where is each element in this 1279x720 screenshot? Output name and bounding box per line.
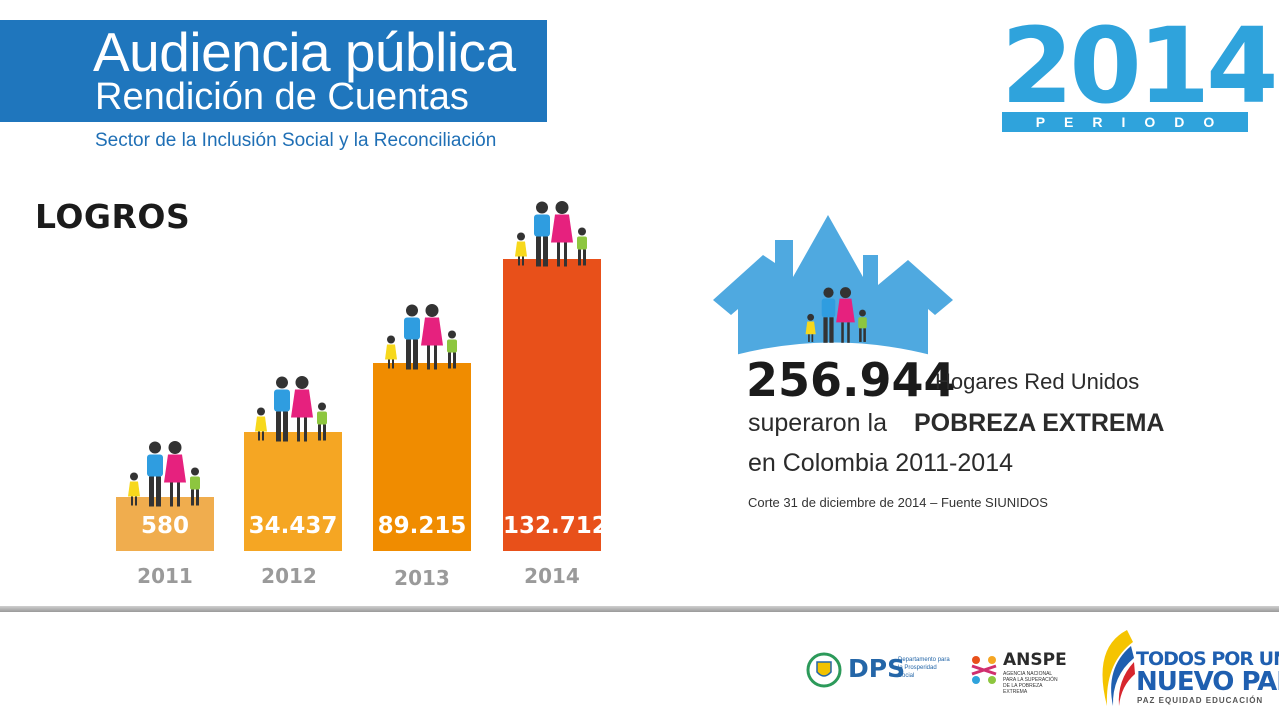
dps-logo: DPS Departamento para la Prosperidad Soc… [806, 652, 950, 688]
summary-line2-emphasis: POBREZA EXTREMA [914, 409, 1165, 437]
todos-por-un-nuevo-pais-logo: TODOS POR UN NUEVO PAÍS PAZ EQUIDAD EDUC… [1087, 628, 1279, 708]
period-strip: PERIODO [1002, 112, 1248, 132]
slogan-line3: PAZ EQUIDAD EDUCACIÓN [1137, 696, 1264, 705]
bar-2014: 132.712 [503, 259, 608, 551]
bar-value-label: 34.437 [248, 513, 338, 539]
house-icon [713, 215, 953, 360]
bar-2013: 89.215 [373, 363, 471, 551]
year-label-2014: 2014 [524, 564, 580, 588]
section-title: LOGROS [35, 197, 191, 236]
period-label: PERIODO [1035, 114, 1234, 130]
family-icon [515, 201, 587, 267]
year-label-2012: 2012 [261, 564, 317, 588]
family-icon [255, 376, 327, 442]
year-logo: 2014 [1001, 5, 1278, 127]
anspe-logo: ANSPE AGENCIA NACIONAL PARA LA SUPERACIÓ… [967, 650, 1067, 695]
bar-2011: 580 [116, 497, 214, 551]
bar-value-label: 580 [140, 513, 189, 539]
colombia-shield-icon [806, 652, 842, 688]
family-icon [385, 304, 457, 370]
year-label-2013: 2013 [394, 566, 450, 590]
anspe-short: ANSPE [1003, 650, 1067, 670]
bar-value-label: 89.215 [377, 513, 467, 539]
dps-short: DPS [848, 654, 906, 683]
slogan-line1: TODOS POR UN [1136, 648, 1279, 670]
year-label-2011: 2011 [137, 564, 193, 588]
header-subtitle: Sector de la Inclusión Social y la Recon… [95, 130, 497, 151]
dps-full: Departamento para la Prosperidad Social [898, 657, 950, 679]
bar-2012: 34.437 [244, 432, 342, 551]
header-banner: Audiencia pública Rendición de Cuentas [0, 20, 547, 122]
anspe-logo-icon [971, 656, 997, 684]
summary-total: 256.944 [746, 353, 956, 407]
footer-divider [0, 606, 1279, 612]
header-title-line2: Rendición de Cuentas [95, 76, 469, 118]
colombia-flag-swoosh-icon [1102, 630, 1135, 706]
bar-value-label: 132.712 [503, 513, 608, 539]
family-icon [128, 441, 200, 507]
header-title-line1: Audiencia pública [93, 21, 516, 83]
summary-total-label: Hogares Red Unidos [935, 369, 1140, 394]
summary-line3: en Colombia 2011-2014 [748, 449, 1014, 477]
summary-line2-prefix: superaron la [748, 409, 887, 437]
summary-source: Corte 31 de diciembre de 2014 – Fuente S… [748, 495, 1048, 510]
anspe-full: AGENCIA NACIONAL PARA LA SUPERACIÓN DE L… [1003, 671, 1058, 695]
slogan-line2: NUEVO PAÍS [1136, 667, 1279, 697]
